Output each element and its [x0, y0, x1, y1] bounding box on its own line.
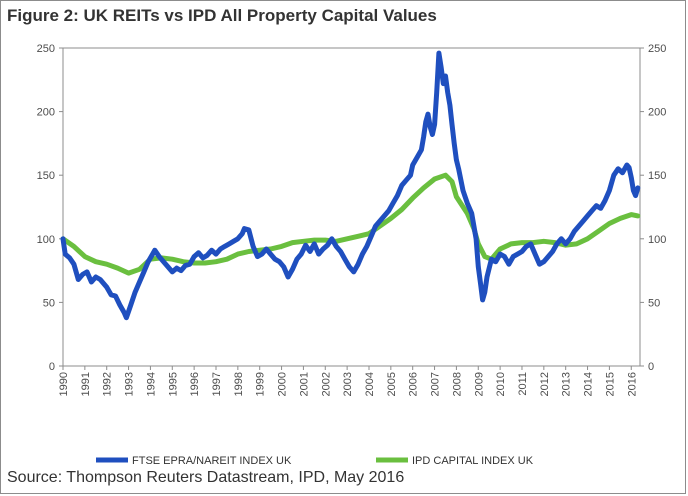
- series-layer: [60, 50, 641, 321]
- y-tick-label-right: 100: [648, 234, 666, 246]
- y-tick-label-right: 250: [648, 43, 666, 55]
- y-tick-label-right: 150: [648, 170, 666, 182]
- x-tick-label: 1999: [255, 372, 267, 396]
- x-tick-label: 1994: [145, 372, 157, 396]
- x-tick-label: 2004: [364, 372, 376, 396]
- x-tick-label: 2014: [583, 372, 595, 396]
- x-tick-label: 2002: [320, 372, 332, 396]
- y-tick-label-right: 50: [648, 297, 660, 309]
- source-note: Source: Thompson Reuters Datastream, IPD…: [7, 469, 405, 486]
- x-tick-label: 2005: [386, 372, 398, 396]
- x-tick-label: 1990: [58, 372, 70, 396]
- x-tick-label: 2015: [604, 372, 616, 396]
- series-line-0: [60, 50, 641, 321]
- x-tick-label: 1997: [211, 372, 223, 396]
- y-tick-label-right: 0: [648, 361, 654, 373]
- x-tick-label: 2000: [277, 372, 289, 396]
- y-tick-label-right: 200: [648, 107, 666, 119]
- y-tick-label-left: 250: [37, 43, 55, 55]
- y-tick-label-left: 200: [37, 107, 55, 119]
- x-tick-label: 1996: [189, 372, 201, 396]
- plot-area: [62, 47, 641, 367]
- x-tick-label: 2013: [561, 372, 573, 396]
- x-tick-label: 2011: [517, 372, 529, 396]
- x-tick-label: 2016: [626, 372, 638, 396]
- x-tick-label: 2010: [495, 372, 507, 396]
- y-tick-label-left: 150: [37, 170, 55, 182]
- x-tick-label: 2001: [298, 372, 310, 396]
- x-tick-label: 1992: [102, 372, 114, 396]
- x-tick-label: 2006: [408, 372, 420, 396]
- y-tick-label-left: 100: [37, 234, 55, 246]
- legend-label-0: FTSE EPRA/NAREIT INDEX UK: [132, 455, 292, 467]
- y-tick-label-left: 50: [43, 297, 55, 309]
- x-tick-label: 2008: [451, 372, 463, 396]
- legend-label-1: IPD CAPITAL INDEX UK: [412, 455, 534, 467]
- x-tick-label: 2007: [430, 372, 442, 396]
- legend: FTSE EPRA/NAREIT INDEX UK IPD CAPITAL IND…: [96, 455, 534, 467]
- x-tick-label: 1998: [233, 372, 245, 396]
- x-tick-label: 1995: [167, 372, 179, 396]
- chart-title: Figure 2: UK REITs vs IPD All Property C…: [7, 6, 437, 25]
- axes: 0 0 50 50 100 100 150 150 200 200 250 250 1990 1991 19…: [37, 43, 667, 396]
- y-tick-label-left: 0: [49, 361, 55, 373]
- x-tick-label: 2009: [473, 372, 485, 396]
- series-line-1: [60, 172, 641, 276]
- x-tick-label: 1991: [80, 372, 92, 396]
- x-tick-label: 2003: [342, 372, 354, 396]
- x-tick-label: 1993: [124, 372, 136, 396]
- x-tick-label: 2012: [539, 372, 551, 396]
